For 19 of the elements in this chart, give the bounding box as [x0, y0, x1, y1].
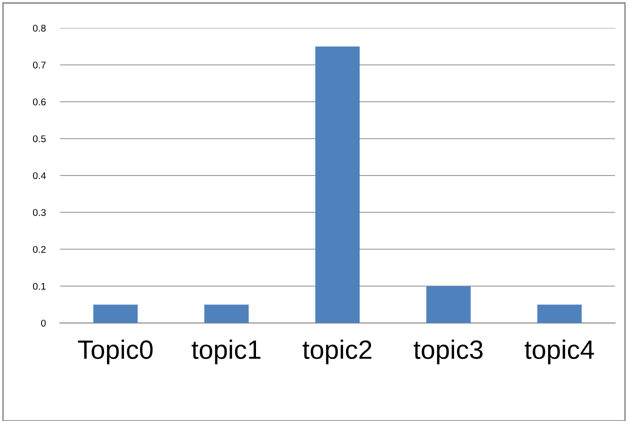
y-tick-label: 0.3: [32, 209, 46, 216]
y-tick-label: 0.6: [32, 98, 46, 106]
bar: [537, 304, 582, 323]
bar: [204, 304, 249, 323]
bar: [315, 46, 360, 323]
y-tick-label: 0.1: [32, 282, 46, 290]
bar: [426, 286, 471, 323]
y-tick-label: 0.4: [32, 172, 46, 180]
x-tick-label: Topic0: [78, 340, 153, 364]
y-tick-label: 0.8: [32, 24, 46, 32]
y-tick-label: 0.5: [32, 135, 46, 142]
x-tick-label: topic2: [302, 340, 372, 364]
x-tick-label: topic1: [192, 340, 260, 364]
bar: [93, 304, 138, 323]
y-tick-label: 0.2: [32, 246, 46, 253]
x-tick-label: topic3: [414, 340, 483, 364]
y-tick-label: 0.7: [32, 62, 46, 68]
y-tick-label: 0: [41, 320, 46, 327]
x-tick-label: topic4: [524, 340, 594, 364]
